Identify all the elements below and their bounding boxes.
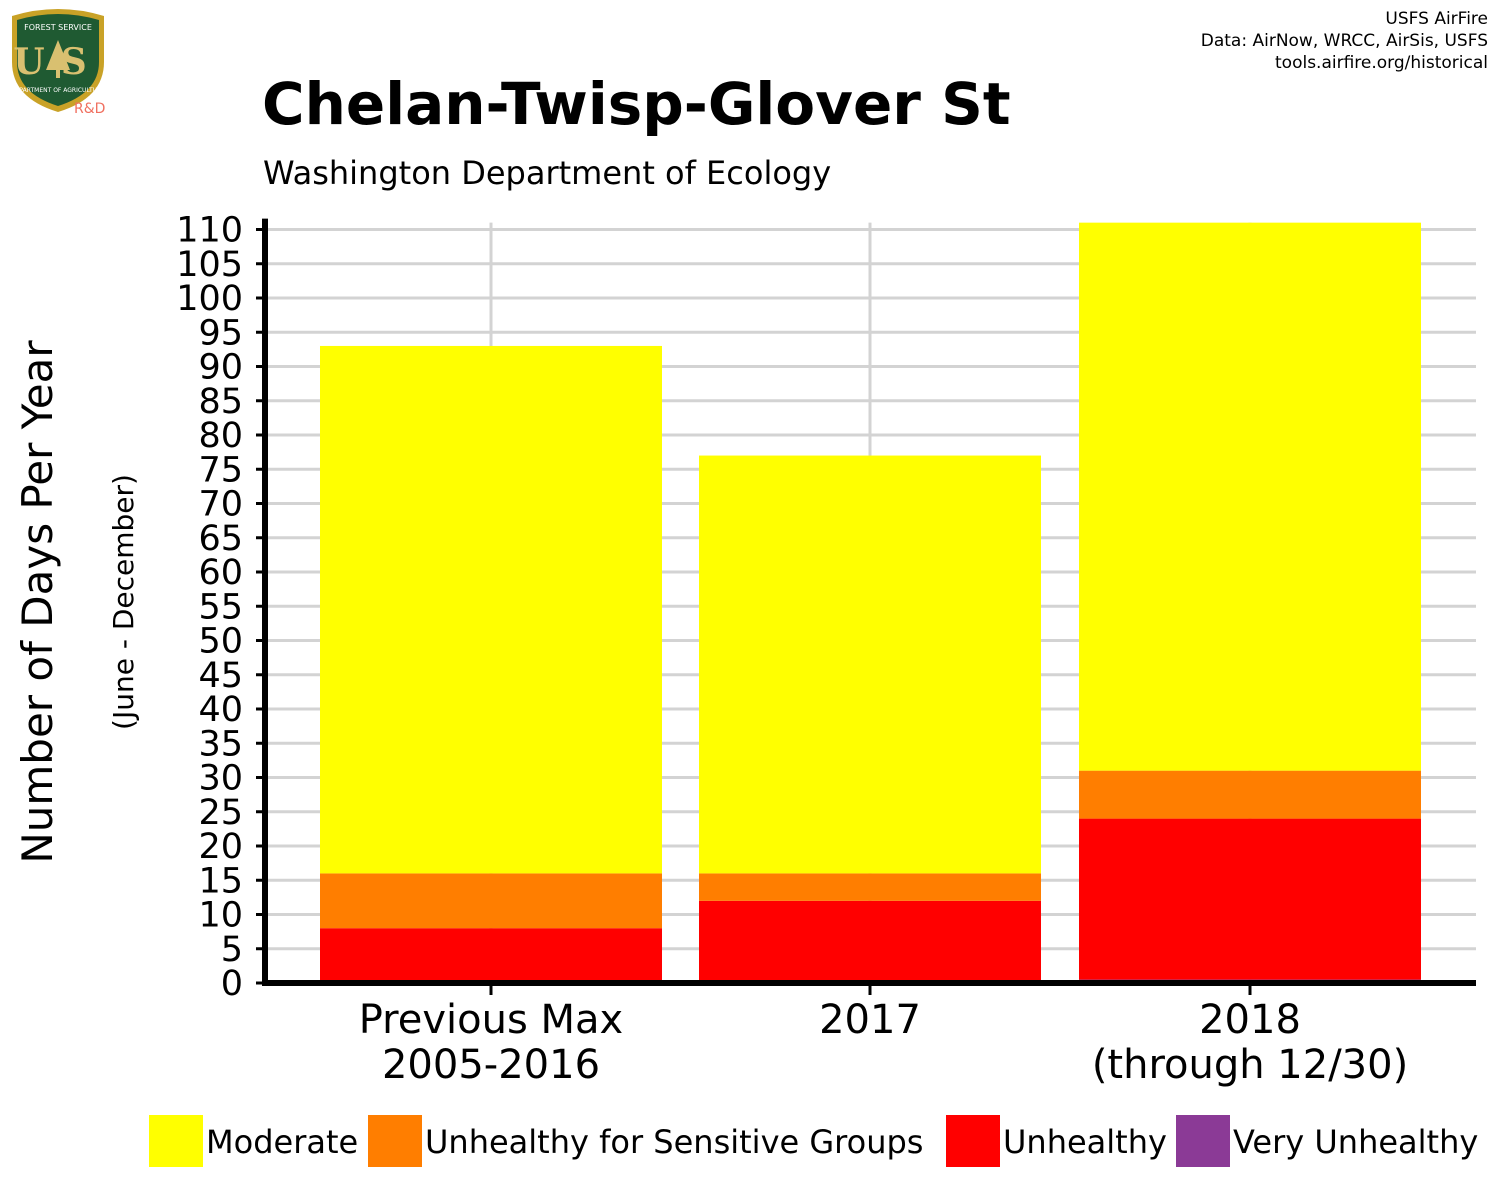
chart-subtitle: Washington Department of Ecology	[263, 154, 832, 192]
y-tick-label: 60	[198, 553, 243, 593]
y-tick-label: 40	[198, 690, 243, 730]
legend-label-very-unhealthy: Very Unhealthy	[1233, 1123, 1478, 1161]
usfs-logo: FOREST SERVICE US DEPARTMENT OF AGRICULT…	[11, 9, 105, 117]
bar-moderate-2	[1079, 222, 1421, 771]
y-tick-label: 80	[198, 416, 243, 456]
x-tick-label: 2017	[819, 997, 921, 1043]
y-tick-label: 55	[198, 587, 243, 627]
bar-unhealthy-2	[1079, 818, 1421, 980]
x-tick-label: 2005-2016	[382, 1042, 600, 1088]
legend-label-unhealthy-for-sensitive-groups: Unhealthy for Sensitive Groups	[425, 1123, 923, 1161]
chart-title: Chelan-Twisp-Glover St	[262, 70, 1011, 138]
y-tick-label: 25	[198, 793, 243, 833]
y-axis-subtitle: (June - December)	[107, 474, 140, 730]
bar-unhealthy-for-sensitive-groups-2	[1079, 770, 1421, 819]
credits-line-2: Data: AirNow, WRCC, AirSis, USFS	[1200, 31, 1488, 51]
bar-unhealthy-0	[320, 928, 662, 983]
y-tick-label: 70	[198, 485, 243, 525]
y-tick-label: 45	[198, 656, 243, 696]
x-tick-label: 2018	[1199, 997, 1301, 1043]
legend-label-unhealthy: Unhealthy	[1003, 1123, 1167, 1161]
y-tick-label: 0	[221, 964, 243, 1004]
y-tick-label: 100	[176, 279, 243, 319]
tree-trunk-icon	[56, 70, 60, 78]
bar-unhealthy-for-sensitive-groups-1	[699, 873, 1041, 901]
legend-swatch-moderate	[149, 1115, 203, 1167]
bar-moderate-1	[699, 455, 1041, 874]
legend-label-moderate: Moderate	[206, 1123, 358, 1161]
rd-badge: R&D	[74, 101, 105, 117]
y-tick-label: 50	[198, 622, 243, 662]
legend-swatch-very-unhealthy	[1176, 1115, 1230, 1167]
legend-swatch-unhealthy-for-sensitive-groups	[368, 1115, 422, 1167]
y-tick-label: 110	[176, 211, 243, 251]
bar-unhealthy-for-sensitive-groups-0	[320, 873, 662, 929]
bar-moderate-0	[320, 345, 662, 874]
y-tick-label: 85	[198, 382, 243, 422]
x-tick-label: (through 12/30)	[1092, 1042, 1408, 1088]
y-tick-label: 5	[221, 930, 243, 970]
y-tick-label: 10	[198, 896, 243, 936]
y-tick-label: 105	[176, 245, 243, 285]
shield-top-text: FOREST SERVICE	[24, 23, 92, 32]
credits: USFS AirFire Data: AirNow, WRCC, AirSis,…	[1201, 8, 1488, 74]
y-tick-label: 95	[198, 313, 243, 353]
y-tick-label: 30	[198, 759, 243, 799]
bar-unhealthy-1	[699, 900, 1041, 983]
y-tick-label: 75	[198, 450, 243, 490]
credits-line-1: USFS AirFire	[1385, 9, 1488, 29]
y-tick-label: 35	[198, 724, 243, 764]
credits-line-3: tools.airfire.org/historical	[1275, 53, 1488, 73]
tree-icon	[46, 40, 70, 70]
x-tick-label: Previous Max	[359, 997, 623, 1043]
y-tick-label: 20	[198, 827, 243, 867]
y-tick-label: 65	[198, 519, 243, 559]
shield-bottom-text: DEPARTMENT OF AGRICULTURE	[11, 87, 105, 94]
legend-swatch-unhealthy	[946, 1115, 1000, 1167]
y-tick-label: 90	[198, 348, 243, 388]
y-tick-label: 15	[198, 861, 243, 901]
y-axis-title: Number of Days Per Year	[13, 340, 62, 864]
